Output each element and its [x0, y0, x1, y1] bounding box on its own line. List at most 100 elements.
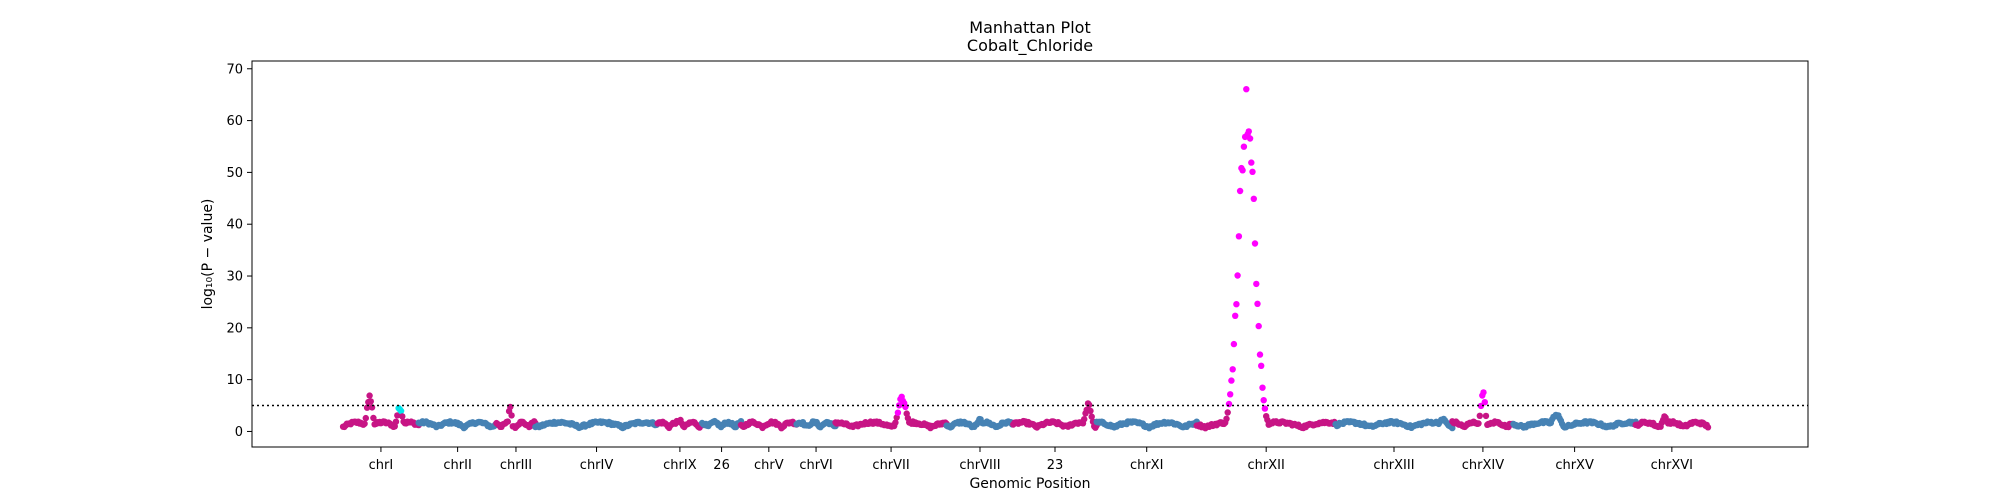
x-tick-label: chrVI [799, 458, 832, 473]
data-point [1229, 366, 1236, 373]
chromosome-chrVIII [943, 415, 1017, 431]
data-point [1256, 351, 1264, 358]
data-point [1250, 195, 1258, 202]
x-tick-label: chrXIII [1373, 458, 1414, 473]
data-point [399, 413, 406, 420]
chromosome-chrXIV [1449, 389, 1517, 431]
x-tick-label: chrXI [1130, 458, 1163, 473]
x-tick-label: chrXV [1555, 458, 1594, 473]
chart-title: Manhattan Plot [969, 18, 1090, 37]
data-point [1088, 413, 1095, 420]
data-point [1246, 135, 1254, 142]
data-point [894, 409, 902, 416]
chromosome-chrXVI [1632, 413, 1712, 431]
data-point [508, 412, 515, 419]
data-point [367, 398, 374, 405]
data-point [1260, 397, 1267, 404]
data-point [1245, 128, 1253, 135]
x-tick-label: chrII [443, 458, 471, 473]
x-tick-label: chrVIII [959, 458, 1000, 473]
data-point [892, 419, 899, 426]
x-tick-label: 23 [1047, 458, 1064, 473]
data-point [1239, 167, 1246, 174]
y-axis: 0 10 20 30 40 50 60 70 [226, 62, 252, 440]
chromosome-23 [1010, 400, 1100, 431]
chromosome-chrVI [793, 418, 839, 431]
chromosome-chrIV [532, 418, 661, 432]
chromosome-chrIX [654, 416, 706, 432]
data-point [1248, 159, 1255, 166]
y-tick-label: 30 [226, 270, 243, 285]
data-point [1480, 389, 1487, 396]
data-point [507, 403, 514, 411]
data-point [1232, 312, 1239, 319]
data-point [1230, 340, 1238, 348]
data-point [1251, 240, 1259, 247]
chromosome-chrXIII [1332, 415, 1456, 432]
x-tick-label: chrVII [872, 458, 909, 473]
chromosome-chrXI [1093, 418, 1200, 432]
y-tick-label: 0 [235, 425, 243, 440]
x-axis-label: Genomic Position [969, 476, 1090, 492]
data-point [504, 418, 511, 425]
x-tick-label: chrIX [663, 458, 697, 473]
data-point [1259, 384, 1266, 391]
x-tick-label: chrI [369, 458, 394, 473]
y-tick-label: 70 [226, 62, 243, 77]
data-point [1086, 401, 1093, 409]
x-axis: chrI chrII chrIII chrIV chrIX 26 chrV chrVI chrV… [369, 447, 1693, 473]
chromosome-chrVII [832, 393, 950, 432]
x-tick-label: chrV [754, 458, 784, 473]
data-point [392, 418, 400, 425]
data-point [1254, 300, 1261, 307]
x-tick-label: chrXII [1248, 458, 1285, 473]
chromosome-chrIII [493, 403, 539, 431]
data-point [1258, 362, 1265, 369]
data-point [1249, 168, 1256, 175]
data-point [1255, 322, 1262, 330]
chromosome-chrXV [1510, 411, 1639, 431]
y-tick-label: 10 [226, 373, 243, 388]
data-point [902, 403, 909, 411]
data-point [1261, 405, 1269, 412]
data-point [1081, 416, 1088, 423]
chromosome-26 [698, 417, 745, 431]
y-tick-label: 60 [226, 114, 243, 129]
data-point [1704, 424, 1712, 431]
x-tick-label: chrIII [500, 458, 532, 473]
chromosome-chrII [415, 418, 500, 432]
data-point [893, 414, 900, 421]
data-point [1087, 407, 1094, 415]
data-point [394, 412, 401, 419]
data-point [1253, 280, 1260, 288]
plot-area [252, 86, 1808, 432]
data-point [1243, 86, 1250, 93]
data-point [1233, 301, 1240, 308]
y-tick-label: 20 [226, 321, 243, 336]
data-point [362, 414, 369, 422]
y-tick-label: 50 [226, 166, 243, 181]
data-point [361, 420, 368, 427]
data-point [1224, 409, 1231, 416]
data-point [1223, 415, 1230, 422]
x-tick-label: 26 [713, 458, 730, 473]
data-point [1482, 412, 1490, 420]
chromosome-chrI [339, 392, 422, 431]
chromosome-chrXII [1193, 86, 1339, 432]
data-point [1481, 399, 1489, 406]
data-point [1228, 377, 1235, 384]
data-point [370, 414, 377, 422]
x-tick-label: chrXVI [1651, 458, 1693, 473]
x-tick-label: chrXIV [1462, 458, 1504, 473]
data-point [1236, 187, 1244, 195]
plot-frame [251, 60, 1809, 448]
data-point [1235, 233, 1243, 240]
x-tick-label: chrIV [580, 458, 614, 473]
data-point [397, 407, 405, 415]
y-tick-label: 40 [226, 218, 243, 233]
data-point [1449, 424, 1456, 432]
data-point [366, 392, 373, 399]
chromosome-chrV [737, 418, 800, 432]
